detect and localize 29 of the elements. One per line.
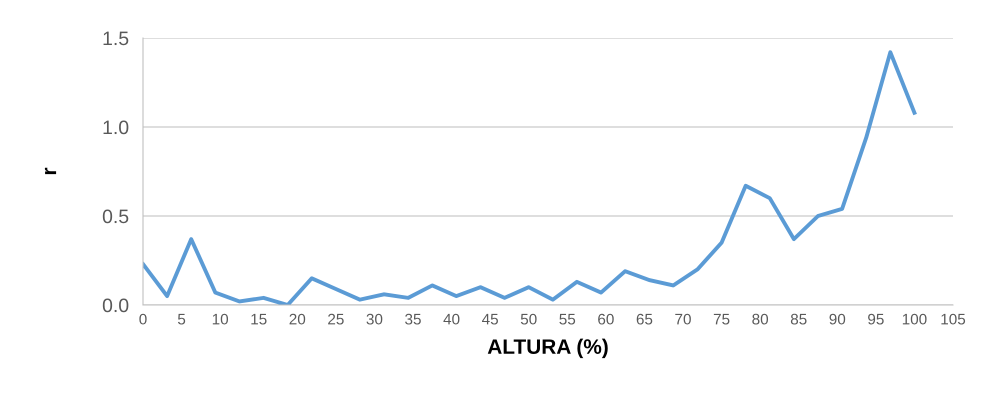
x-tick-label: 5 [178,314,186,325]
x-tick-label: 40 [443,314,460,325]
line-series [143,50,916,305]
x-tick-label: 60 [598,314,614,325]
x-tick-label: 65 [636,314,652,325]
x-tick-label: 90 [830,314,846,325]
x-tick-label: 105 [941,314,966,325]
x-tick-label: 0 [139,314,147,325]
y-tick-label: 1.0 [104,120,128,134]
x-tick-label: 30 [366,314,382,325]
x-tick-label: 45 [482,314,498,325]
x-tick-label: 75 [714,314,730,325]
x-tick-label: 50 [520,314,537,325]
x-tick-label: 100 [902,314,927,325]
x-tick-label: 85 [790,314,807,325]
y-axis-title: r [44,168,56,174]
x-tick-label: 80 [752,314,768,325]
x-tick-label: 10 [212,314,228,325]
x-tick-label: 70 [675,314,691,325]
x-tick-label: 25 [328,314,344,325]
y-tick-label: 1.5 [104,32,128,46]
y-tick-label: 0.0 [102,298,128,312]
x-tick-label: 95 [868,314,884,325]
x-tick-label: 35 [405,314,421,325]
y-tick-label: 0.5 [102,209,128,224]
x-tick-label: 20 [290,314,306,325]
x-tick-label: 55 [559,314,576,325]
x-axis-title: ALTURA (%) [488,338,608,358]
x-tick-label: 15 [251,314,267,325]
